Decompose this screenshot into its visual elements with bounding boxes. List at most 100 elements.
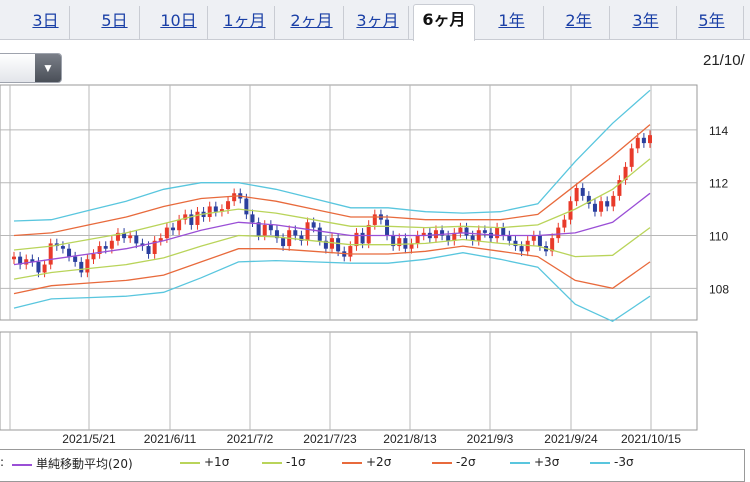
sma20-line bbox=[13, 192, 651, 266]
tab-5[interactable]: 3ヶ月 bbox=[347, 6, 409, 40]
candle-body bbox=[219, 209, 224, 212]
candle-body bbox=[73, 256, 78, 262]
candle-body bbox=[67, 248, 72, 257]
y-tick-label: 114 bbox=[709, 124, 728, 138]
candle-body bbox=[177, 219, 182, 231]
legend-label: -3σ bbox=[614, 455, 634, 469]
candle-body bbox=[293, 230, 298, 236]
candle-body bbox=[36, 261, 41, 273]
candle-body bbox=[635, 137, 640, 149]
candle-body bbox=[372, 214, 377, 225]
candle-body bbox=[274, 230, 279, 239]
candle-body bbox=[550, 238, 555, 252]
candle-body bbox=[617, 180, 622, 196]
candle-body bbox=[305, 222, 310, 241]
plus-2-sigma-line bbox=[13, 124, 651, 237]
candle-body bbox=[415, 235, 420, 244]
legend-label: +1σ bbox=[204, 455, 230, 469]
candle-body bbox=[79, 261, 84, 273]
chevron-down-icon[interactable]: ▼ bbox=[35, 54, 61, 82]
candle-body bbox=[330, 238, 334, 249]
legend-swatch bbox=[180, 461, 200, 464]
candle-body bbox=[586, 195, 591, 204]
minus-1-sigma-line bbox=[13, 227, 651, 280]
candle-body bbox=[580, 187, 585, 196]
candle-body bbox=[648, 135, 652, 144]
candle-body bbox=[458, 227, 463, 233]
tab-3[interactable]: 1ヶ月 bbox=[215, 6, 275, 40]
candle-body bbox=[397, 238, 402, 247]
x-tick-label: 2021/9/24 bbox=[544, 432, 598, 446]
indicator-dropdown[interactable]: ▼ bbox=[0, 53, 62, 83]
plus-1-sigma-line bbox=[13, 158, 651, 251]
candle-body bbox=[409, 243, 414, 249]
candle-body bbox=[489, 232, 493, 239]
y-tick-label: 112 bbox=[709, 177, 728, 191]
candle-body bbox=[60, 246, 65, 249]
candle-body bbox=[213, 206, 218, 212]
candle-body bbox=[103, 246, 108, 249]
tab-7[interactable]: 1年 bbox=[480, 6, 544, 40]
legend-item-0: 単純移動平均(20) bbox=[12, 455, 133, 472]
candle-body bbox=[385, 219, 390, 236]
candle-body bbox=[109, 240, 114, 249]
minus-3-sigma-line bbox=[13, 252, 651, 323]
tab-10[interactable]: 5年 bbox=[680, 6, 744, 40]
candle-body bbox=[556, 227, 561, 239]
minus-2-sigma-line bbox=[13, 245, 651, 295]
candle-body bbox=[262, 224, 267, 236]
legend-label: -2σ bbox=[456, 455, 476, 469]
plus-3-sigma-line bbox=[13, 89, 651, 222]
legend-swatch bbox=[432, 461, 452, 464]
candle-body bbox=[391, 235, 396, 247]
candle-body bbox=[464, 227, 469, 236]
candle-body bbox=[42, 264, 47, 273]
candle-body bbox=[48, 243, 53, 265]
candle-body bbox=[641, 137, 646, 144]
candle-body bbox=[250, 214, 255, 223]
candle-body bbox=[531, 235, 536, 241]
candle-body bbox=[348, 246, 353, 257]
price-panel bbox=[0, 84, 698, 321]
tab-1[interactable]: 5日 bbox=[90, 6, 140, 40]
tab-6[interactable]: 6ヶ月 bbox=[413, 4, 475, 41]
legend-item-6: -3σ bbox=[590, 455, 634, 469]
tab-4[interactable]: 2ヶ月 bbox=[280, 6, 344, 40]
legend-swatch bbox=[590, 461, 610, 464]
x-tick-label: 2021/9/3 bbox=[467, 432, 514, 446]
candle-body bbox=[115, 232, 120, 241]
chart-date-label: 21/10/ bbox=[703, 52, 745, 69]
candle-body bbox=[232, 193, 237, 202]
legend-item-4: -2σ bbox=[432, 455, 476, 469]
candle-body bbox=[256, 222, 261, 236]
x-tick-label: 2021/7/2 bbox=[227, 432, 274, 446]
candle-body bbox=[317, 227, 322, 241]
legend-item-5: +3σ bbox=[510, 455, 559, 469]
legend-swatch bbox=[510, 461, 530, 464]
candle-body bbox=[605, 201, 610, 207]
candle-body bbox=[476, 230, 481, 241]
candle-body bbox=[18, 256, 23, 265]
candle-body bbox=[623, 166, 628, 181]
candle-body bbox=[501, 227, 506, 236]
candle-body bbox=[611, 195, 616, 207]
candle-body bbox=[97, 246, 102, 254]
candle-body bbox=[336, 238, 341, 252]
legend-item-3: +2σ bbox=[342, 455, 391, 469]
tab-2[interactable]: 10日 bbox=[150, 6, 208, 40]
tab-8[interactable]: 2年 bbox=[548, 6, 610, 40]
candle-body bbox=[207, 206, 212, 218]
y-tick-label: 110 bbox=[709, 230, 728, 244]
tab-9[interactable]: 3年 bbox=[615, 6, 677, 40]
candle-body bbox=[599, 201, 604, 212]
x-tick-label: 2021/7/23 bbox=[303, 432, 357, 446]
candle-body bbox=[268, 224, 273, 231]
legend-label: 単純移動平均(20) bbox=[36, 457, 133, 471]
legend-label: +3σ bbox=[534, 455, 560, 469]
y-tick-label: 108 bbox=[709, 282, 729, 296]
chart-legend: : 単純移動平均(20) +1σ -1σ +2σ -2σ +3σ -3σ bbox=[0, 449, 745, 482]
tab-0[interactable]: 3日 bbox=[22, 6, 70, 40]
candle-body bbox=[513, 240, 518, 247]
candle-body bbox=[226, 201, 231, 210]
candle-body bbox=[24, 259, 29, 265]
